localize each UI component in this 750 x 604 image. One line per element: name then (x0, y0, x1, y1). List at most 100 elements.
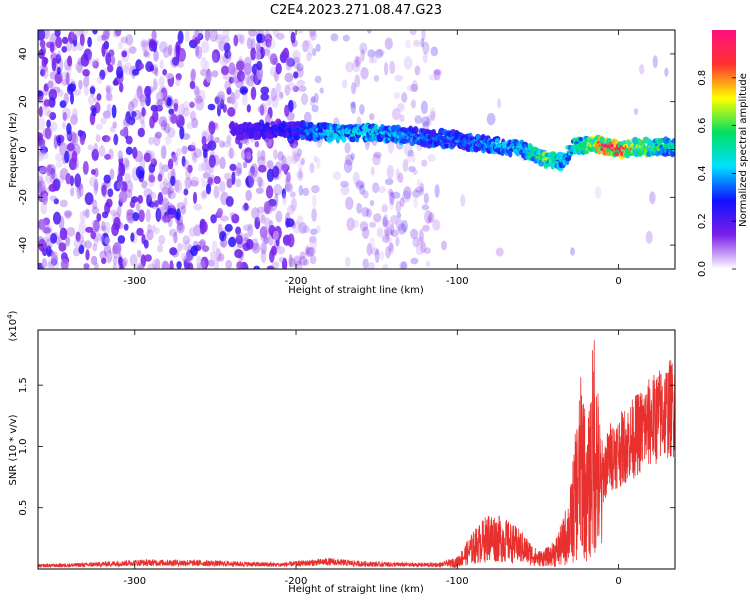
colorbar-tick-label: 0.6 (697, 118, 708, 134)
spectrogram-cell (249, 73, 259, 82)
snr-ticks: -300 -200 -100 0 0.5 1.0 1.5 (18, 330, 675, 587)
spectrogram-cell (179, 126, 185, 140)
spectrogram-cell (391, 108, 401, 121)
spectrogram-cell (193, 203, 203, 211)
spectrogram-cell (399, 197, 405, 208)
spectrogram-cell (412, 189, 421, 198)
spectrogram-cell (190, 141, 196, 150)
spectrogram-cell (271, 95, 279, 108)
spectrogram-cell (242, 92, 248, 106)
spectrogram-cell (214, 94, 222, 107)
spectrogram-cell (210, 214, 217, 224)
spectrogram-cell (402, 158, 409, 173)
spectrogram-cell (161, 92, 168, 105)
spectrogram-cell (330, 33, 339, 42)
spectrogram-cell (421, 30, 426, 41)
spectrogram-cell (42, 67, 49, 80)
spectrogram-cell (130, 232, 135, 243)
spectrogram-cell (303, 111, 312, 124)
spectrogram-cell (101, 184, 107, 197)
spectrogram-cell (176, 202, 186, 210)
spectrogram-cell (291, 143, 299, 157)
spectrogram-cell (112, 263, 118, 269)
spectrogram-cell (360, 67, 369, 80)
spectrogram-cell (161, 260, 170, 269)
spectrogram-cell (344, 154, 354, 166)
spectrogram-cell (101, 211, 109, 219)
spectrogram-cell (350, 82, 357, 95)
spectrogram-cell (167, 190, 176, 200)
spectrogram-cell (293, 153, 301, 162)
spectrogram-cell (116, 173, 123, 186)
spectrogram-cell (235, 226, 242, 235)
spectrogram-cell (291, 151, 299, 165)
spectrogram-cell (180, 205, 187, 215)
spectrogram-cell (671, 138, 675, 144)
spectrogram-cell (293, 255, 302, 267)
spectrogram-cell (167, 158, 174, 170)
spectrogram-cell (96, 93, 102, 101)
spectrogram-cell (254, 216, 261, 230)
spectrogram-cell (325, 129, 330, 133)
spectrogram-cell (201, 190, 207, 199)
spectrogram-cells (38, 30, 675, 269)
snr-x-tick-label: -100 (446, 576, 469, 587)
spectrogram-cell (236, 58, 245, 71)
spectrogram-cell (85, 249, 90, 261)
spectrogram-cell (120, 181, 128, 193)
spectrogram-cell (224, 223, 233, 232)
spectrogram-cell (278, 256, 285, 263)
spectrogram-cell (417, 236, 424, 245)
spectrogram-cell (94, 262, 99, 269)
spectrogram-cell (294, 260, 303, 269)
spectrogram-cell (41, 56, 48, 68)
spectrogram-cell (285, 212, 291, 224)
spectrogram-cell (47, 164, 56, 175)
spectrogram-cell (277, 151, 284, 162)
spectrogram-cell (214, 136, 220, 144)
spectrogram-cell (190, 176, 200, 188)
spectrogram-cell (177, 242, 183, 252)
spectrogram-cell (141, 119, 146, 130)
spectrogram-cell (304, 246, 314, 258)
spectrogram-cell (101, 135, 111, 143)
spectrogram-cell (175, 44, 180, 59)
spectrogram-cell (308, 236, 318, 251)
spectrogram-cell (53, 198, 59, 205)
spectrogram-cell (170, 175, 176, 186)
spectrogram-cell (287, 204, 295, 215)
spectrogram-cell (414, 115, 423, 124)
spectrogram-cell (251, 207, 260, 220)
spectrogram-cell (242, 161, 248, 169)
spectrogram-cell (117, 258, 127, 269)
spectrogram-cell (259, 104, 265, 116)
spectrogram-cell (313, 155, 318, 163)
spectrogram-cell (236, 231, 244, 240)
spectrogram-cell (173, 102, 179, 112)
spectrogram-cell (149, 150, 156, 165)
spectrogram-cell (343, 159, 353, 173)
spectrogram-cell (143, 239, 149, 249)
spectrogram-x-tick-label: -100 (446, 276, 469, 287)
spectrogram-cell (275, 62, 282, 75)
spectrogram-cell (275, 91, 285, 101)
spectrogram-cell (475, 134, 482, 139)
spectrogram-cell (158, 162, 164, 172)
spectrogram-cell (248, 30, 257, 37)
spectrogram-cell (281, 188, 287, 199)
spectrogram-cell (135, 202, 141, 212)
spectrogram-cell (95, 123, 104, 130)
snr-x-axis-label: Height of straight line (km) (288, 584, 424, 595)
spectrogram-cell (157, 192, 164, 205)
spectrogram-cell (658, 138, 665, 144)
spectrogram-cell (89, 176, 97, 187)
spectrogram-cell (420, 38, 425, 48)
spectrogram-cell (288, 99, 294, 113)
spectrogram-cell (594, 186, 602, 199)
spectrogram-cell (274, 192, 279, 207)
spectrogram-cell (75, 172, 81, 182)
spectrogram-cell (226, 178, 233, 189)
spectrogram-cell (108, 148, 114, 160)
spectrogram-cell (139, 93, 147, 103)
spectrogram-cell (292, 50, 301, 63)
